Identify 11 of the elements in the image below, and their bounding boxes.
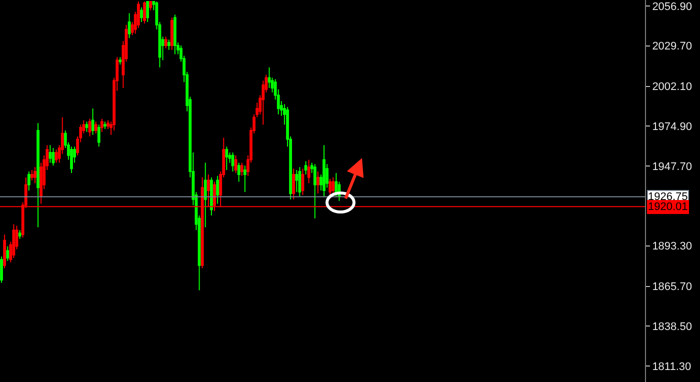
y-tick-label: 1865.70 [652,281,692,294]
y-tick-label: 2029.70 [652,40,692,53]
y-tick-label: 1893.30 [652,240,692,253]
ref-line-label: 1920.01 [648,201,688,213]
y-tick-label: 1947.70 [652,160,692,173]
y-tick-label: 1838.50 [652,321,692,333]
ref-line-label: 1926.75 [648,191,688,203]
y-tick-label: 2056.90 [652,0,692,13]
y-tick-label: 1974.90 [652,121,692,134]
y-tick-label: 1811.30 [652,360,692,373]
y-tick-label: 2002.10 [652,81,692,94]
